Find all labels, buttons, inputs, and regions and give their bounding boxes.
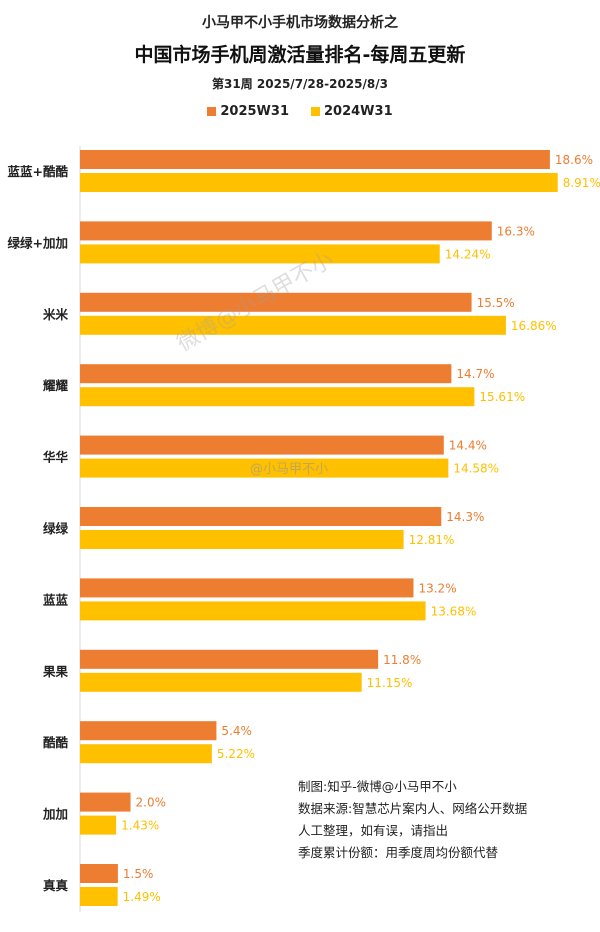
legend-item-2024: 2024W31 bbox=[311, 104, 393, 119]
category-label: 绿绿 bbox=[43, 521, 69, 536]
bar-2025 bbox=[80, 578, 414, 598]
category-label: 华华 bbox=[43, 450, 69, 465]
data-label-2025: 14.4% bbox=[449, 439, 487, 453]
data-label-2024: 14.58% bbox=[453, 462, 499, 476]
bar-2024 bbox=[80, 601, 426, 621]
data-label-2024: 16.86% bbox=[511, 319, 557, 333]
watermark-center: @小马甲不小 bbox=[250, 462, 329, 477]
category-label: 果果 bbox=[42, 664, 69, 679]
bar-2025 bbox=[80, 292, 472, 312]
data-label-2024: 13.68% bbox=[431, 604, 477, 618]
bar-2025 bbox=[80, 864, 118, 883]
data-label-2025: 18.6% bbox=[555, 153, 593, 167]
data-label-2025: 14.7% bbox=[456, 367, 494, 381]
legend-item-2025: 2025W31 bbox=[207, 104, 289, 119]
bar-2025 bbox=[80, 792, 131, 812]
chart-title: 中国市场手机周激活量排名-每周五更新 bbox=[134, 44, 466, 66]
chart-legend: 2025W31 2024W31 bbox=[0, 104, 600, 119]
data-label-2024: 14.24% bbox=[445, 247, 491, 261]
bar-2024 bbox=[80, 530, 404, 549]
bar-2024 bbox=[80, 315, 506, 335]
data-label-2024: 1.49% bbox=[123, 890, 161, 904]
data-label-2025: 1.5% bbox=[123, 867, 154, 881]
category-label: 加加 bbox=[42, 807, 68, 822]
bar-2024 bbox=[80, 244, 440, 264]
note-credit: 制图:知乎-微博@小马甲不小 bbox=[298, 779, 457, 794]
data-label-2024: 5.22% bbox=[217, 747, 255, 761]
category-label: 酷酷 bbox=[43, 735, 69, 750]
data-label-2024: 8.91% bbox=[563, 176, 600, 190]
bar-2025 bbox=[80, 507, 442, 526]
category-label: 绿绿+加加 bbox=[8, 235, 68, 250]
bar-2025 bbox=[80, 221, 492, 241]
data-label-2025: 11.8% bbox=[383, 653, 421, 667]
bar-2024 bbox=[80, 458, 449, 478]
bar-2025 bbox=[80, 435, 444, 455]
data-label-2025: 2.0% bbox=[136, 796, 167, 810]
data-label-2024: 12.81% bbox=[409, 533, 455, 547]
bar-2024 bbox=[80, 887, 118, 906]
data-label-2025: 13.2% bbox=[418, 581, 456, 595]
note-method: 季度累计份额：用季度周均份额代替 bbox=[298, 845, 499, 860]
bar-2024 bbox=[80, 672, 362, 692]
legend-label-2024: 2024W31 bbox=[324, 104, 393, 119]
data-label-2025: 5.4% bbox=[221, 724, 252, 738]
category-label: 米米 bbox=[42, 307, 69, 322]
legend-swatch-2024 bbox=[311, 107, 320, 116]
data-label-2024: 11.15% bbox=[367, 676, 413, 690]
data-label-2025: 16.3% bbox=[497, 224, 535, 238]
category-label: 真真 bbox=[43, 878, 69, 893]
category-label: 蓝蓝 bbox=[43, 592, 69, 607]
legend-swatch-2025 bbox=[207, 107, 217, 116]
data-label-2024: 15.61% bbox=[479, 390, 525, 404]
note-source: 数据来源:智慧芯片案内人、网络公开数据 bbox=[298, 801, 528, 816]
bar-2025 bbox=[80, 150, 550, 169]
bar-2024 bbox=[80, 387, 475, 407]
bar-2024 bbox=[80, 173, 558, 192]
bar-2025 bbox=[80, 364, 452, 384]
bar-2025 bbox=[80, 721, 217, 741]
bar-2024 bbox=[80, 815, 117, 835]
chart-subtitle: 第31周 2025/7/28-2025/8/3 bbox=[212, 77, 388, 91]
category-label: 耀耀 bbox=[42, 378, 69, 393]
data-label-2025: 14.3% bbox=[446, 510, 484, 524]
chart-super-title: 小马甲不小手机市场数据分析之 bbox=[202, 15, 398, 31]
bar-2024 bbox=[80, 744, 212, 764]
note-manual: 人工整理，如有误，请指出 bbox=[298, 823, 449, 838]
legend-label-2025: 2025W31 bbox=[220, 104, 289, 119]
data-label-2024: 1.43% bbox=[121, 819, 159, 833]
category-label: 蓝蓝+酷酷 bbox=[8, 164, 69, 179]
data-label-2025: 15.5% bbox=[477, 296, 515, 310]
bar-2025 bbox=[80, 649, 379, 669]
